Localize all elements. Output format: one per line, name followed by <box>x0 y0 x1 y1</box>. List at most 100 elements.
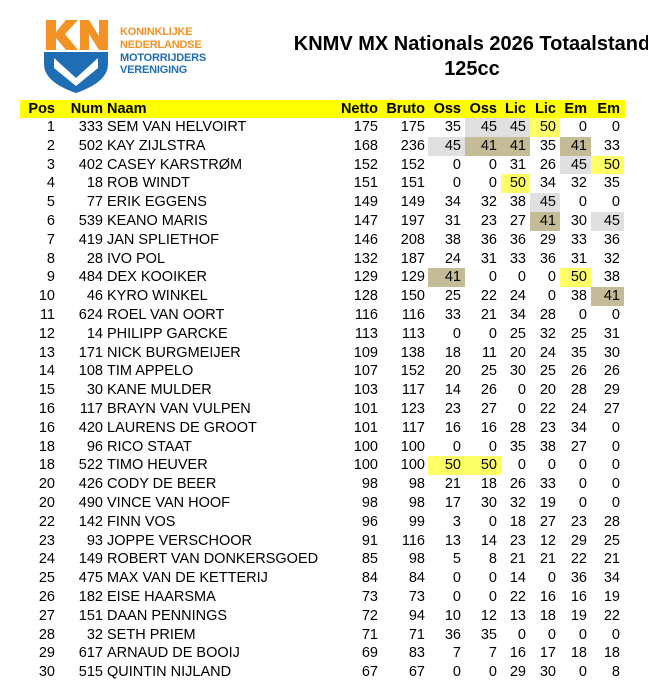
cell-lic-2: 33 <box>539 476 556 493</box>
cell-pos: 26 <box>38 588 55 605</box>
cell-naam: JAN SPLIETHOF <box>107 231 219 248</box>
cell-netto: 100 <box>353 457 378 474</box>
table-row: 16 420 LAURENS DE GROOT 101 117 16 16 28 23 34 0 <box>20 419 625 438</box>
cell-bruto: 152 <box>400 156 425 173</box>
cell-em-2: 0 <box>611 306 620 323</box>
cell-oss-1: 36 <box>444 626 461 643</box>
cell-num: 182 <box>78 588 103 605</box>
cell-lic-1: 38 <box>509 194 526 211</box>
cell-lic-1: 13 <box>509 607 526 624</box>
cell-netto: 96 <box>361 513 378 530</box>
cell-num: 32 <box>86 626 103 643</box>
cell-bruto: 197 <box>400 212 425 229</box>
table-row: 16 117 BRAYN VAN VULPEN 101 123 23 27 0 22 24 27 <box>20 400 625 419</box>
cell-bruto: 113 <box>401 325 425 342</box>
cell-naam: NICK BURGMEIJER <box>107 344 241 361</box>
header-netto: Netto <box>340 101 378 117</box>
cell-lic-2: 29 <box>539 231 556 248</box>
cell-naam: EISE HAARSMA <box>107 588 216 605</box>
org-line: VERENIGING <box>120 64 188 77</box>
cell-oss-2: 0 <box>488 156 497 173</box>
cell-naam: ARNAUD DE BOOIJ <box>107 645 240 662</box>
table-row: 18 522 TIMO HEUVER 100 100 50 50 0 0 0 0 <box>20 456 625 476</box>
cell-oss-2: 12 <box>480 607 497 624</box>
cell-bruto: 116 <box>401 532 425 549</box>
cell-naam: FINN VOS <box>107 513 176 530</box>
cell-lic-1: 0 <box>517 269 526 286</box>
cell-naam: MAX VAN DE KETTERIJ <box>107 570 268 587</box>
cell-num: 420 <box>78 419 103 436</box>
cell-pos: 20 <box>38 476 55 493</box>
cell-oss-1: 5 <box>452 551 461 568</box>
cell-em-2: 0 <box>611 194 620 211</box>
cell-em-1: 22 <box>570 551 587 568</box>
cell-oss-1: 0 <box>452 588 461 605</box>
cell-em-1: 31 <box>570 250 587 267</box>
cell-naam: SEM VAN HELVOIRT <box>107 119 247 135</box>
cell-bruto: 149 <box>400 194 425 211</box>
cell-lic-1: 28 <box>509 419 526 436</box>
cell-lic-2: 28 <box>539 306 556 323</box>
cell-pos: 1 <box>46 119 55 135</box>
cell-naam: KEANO MARIS <box>107 212 208 229</box>
cell-oss-2: 0 <box>488 570 497 587</box>
cell-em-2: 0 <box>611 476 620 493</box>
cell-lic-1: 30 <box>509 363 526 380</box>
cell-num: 402 <box>78 156 103 173</box>
cell-netto: 85 <box>361 551 378 568</box>
cell-naam: CASEY KARSTRØM <box>107 156 243 173</box>
cell-lic-1: 0 <box>517 382 526 399</box>
cell-oss-2: 0 <box>488 269 497 286</box>
table-row: 27 151 DAAN PENNINGS 72 94 10 12 13 18 19 22 <box>20 607 625 626</box>
cell-oss-2: 7 <box>488 645 497 662</box>
cell-num: 333 <box>78 119 103 135</box>
cell-em-2: 33 <box>603 137 620 154</box>
cell-oss-2: 16 <box>480 419 497 436</box>
cell-pos: 29 <box>38 645 55 662</box>
cell-oss-2: 23 <box>480 212 497 229</box>
cell-lic-2: 38 <box>539 438 556 455</box>
cell-bruto: 138 <box>400 344 425 361</box>
cell-pos: 16 <box>38 419 55 436</box>
cell-pos: 10 <box>38 288 55 305</box>
cell-naam: QUINTIN NIJLAND <box>107 664 232 681</box>
cell-netto: 132 <box>353 250 378 267</box>
cell-em-2: 35 <box>603 175 620 192</box>
cell-netto: 107 <box>353 363 378 380</box>
cell-num: 522 <box>78 457 103 474</box>
cell-oss-2: 18 <box>480 476 497 493</box>
cell-num: 419 <box>78 231 103 248</box>
cell-oss-2: 0 <box>488 588 497 605</box>
cell-em-1: 0 <box>578 306 587 323</box>
cell-bruto: 208 <box>400 231 425 248</box>
table-row: 4 18 ROB WINDT 151 151 0 0 50 34 32 35 <box>20 174 625 194</box>
cell-oss-1: 20 <box>444 363 461 380</box>
cell-oss-2: 0 <box>488 664 497 681</box>
header-num: Num <box>70 101 103 117</box>
cell-em-1: 38 <box>570 288 587 305</box>
cell-lic-1: 32 <box>509 494 526 511</box>
cell-em-1: 36 <box>570 570 587 587</box>
cell-pos: 18 <box>38 438 55 455</box>
cell-oss-1: 34 <box>444 194 461 211</box>
cell-pos: 28 <box>38 626 55 643</box>
cell-num: 14 <box>86 325 103 342</box>
cell-pos: 18 <box>38 457 55 474</box>
cell-num: 96 <box>86 438 103 455</box>
cell-naam: IVO POL <box>107 250 166 267</box>
table-row: 6 539 KEANO MARIS 147 197 31 23 27 41 30 45 <box>20 211 625 231</box>
cell-lic-2: 20 <box>539 382 556 399</box>
cell-oss-1: 0 <box>452 156 461 173</box>
cell-num: 28 <box>86 250 103 267</box>
cell-num: 617 <box>78 645 103 662</box>
cell-lic-2: 34 <box>539 175 556 192</box>
cell-num: 484 <box>78 269 103 286</box>
cell-em-1: 0 <box>578 457 587 474</box>
cell-netto: 91 <box>361 532 378 549</box>
cell-oss-2: 30 <box>480 494 497 511</box>
cell-lic-1: 26 <box>509 476 526 493</box>
cell-em-1: 0 <box>578 476 587 493</box>
cell-em-1: 29 <box>570 532 587 549</box>
cell-bruto: 98 <box>408 551 425 568</box>
cell-lic-1: 0 <box>517 457 526 474</box>
